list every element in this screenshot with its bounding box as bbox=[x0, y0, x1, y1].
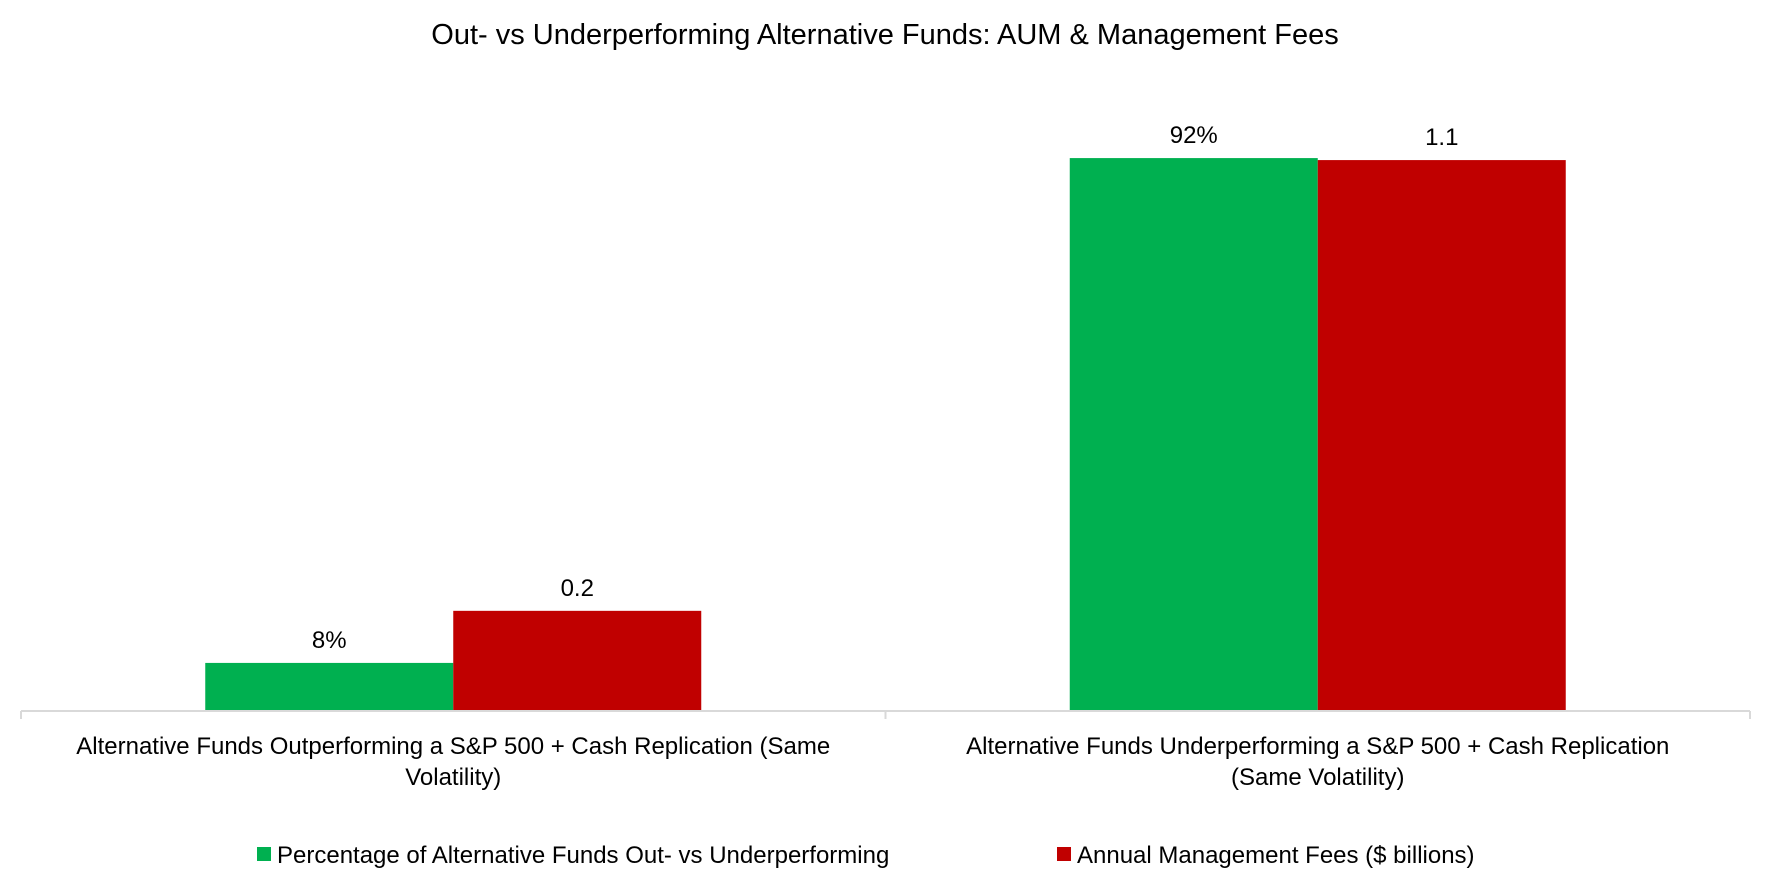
bar-series1-cat1 bbox=[205, 662, 454, 711]
bar-series1-cat2 bbox=[1069, 158, 1318, 711]
bar-series2-cat2 bbox=[1317, 160, 1566, 712]
data-label-series1-cat2: 92% bbox=[1170, 122, 1218, 149]
category-label-2-line1: Alternative Funds Underperforming a S&P … bbox=[966, 733, 1669, 760]
data-label-series2-cat2: 1.1 bbox=[1425, 124, 1458, 151]
data-label-series1-cat1: 8% bbox=[312, 627, 347, 654]
data-label-series2-cat1: 0.2 bbox=[561, 575, 594, 602]
category-label-1-line1: Alternative Funds Outperforming a S&P 50… bbox=[76, 733, 830, 760]
chart-title: Out- vs Underperforming Alternative Fund… bbox=[431, 19, 1338, 51]
bar-series2-cat1 bbox=[453, 610, 702, 711]
plot-area: 8% 0.2 Alternative Funds Outperforming a S… bbox=[20, 122, 1751, 791]
legend-swatch-1 bbox=[257, 847, 271, 861]
category-label-2-line2: (Same Volatility) bbox=[1231, 764, 1404, 791]
legend-label-2: Annual Management Fees ($ billions) bbox=[1077, 842, 1475, 869]
legend-label-1: Percentage of Alternative Funds Out- vs … bbox=[277, 842, 889, 869]
legend-swatch-2 bbox=[1057, 847, 1071, 861]
legend: Percentage of Alternative Funds Out- vs … bbox=[257, 842, 1475, 869]
category-label-1-line2: Volatility) bbox=[405, 764, 501, 791]
